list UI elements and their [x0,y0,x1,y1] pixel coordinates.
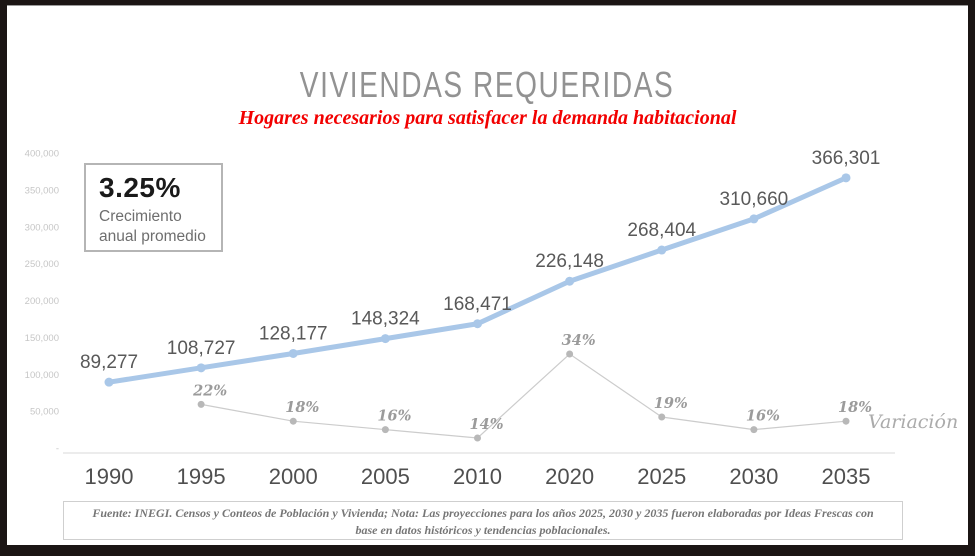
data-point-label: 128,177 [259,323,328,344]
x-axis-label: 2025 [637,464,686,489]
variation-point [750,426,758,434]
x-axis-label: 2020 [545,464,594,489]
y-axis-tick-label: 50,000 [30,407,59,418]
variation-point [381,426,389,434]
data-point-label: 366,301 [812,148,881,169]
data-point [841,173,851,183]
variation-point-label: 18% [838,399,872,416]
data-point-label: 89,277 [80,352,138,373]
data-point [473,319,482,329]
data-point [196,363,206,373]
variation-point-label: 22% [192,382,227,399]
page-title-text: VIVIENDAS REQUERIDAS [300,64,675,105]
growth-rate-label-line2: anual promedio [99,227,206,245]
legend-variacion-label: Variación [868,411,958,433]
source-note-box: Fuente: INEGI. Censos y Conteos de Pobla… [63,501,903,540]
slide-canvas: VIVIENDAS REQUERIDAS Hogares necesarios … [7,5,968,545]
source-note-text: Fuente: INEGI. Censos y Conteos de Pobla… [92,506,874,537]
variation-point [197,400,205,408]
page-title: VIVIENDAS REQUERIDAS [7,64,968,106]
x-axis-label: 1995 [177,464,226,489]
y-axis-tick-label: 150,000 [25,333,59,344]
data-point-label: 168,471 [443,294,512,315]
growth-rate-callout: 3.25% Crecimiento anual promedio [84,163,223,252]
y-axis-tick-label: 250,000 [25,259,59,270]
y-axis-tick-label: 200,000 [25,296,59,307]
data-point [380,334,390,344]
data-point-label: 310,660 [720,189,789,210]
variation-point [474,434,481,442]
y-axis-tick-label: 350,000 [25,185,59,196]
y-axis-tick-label: 400,000 [25,149,59,160]
data-point-label: 226,148 [535,251,604,272]
variation-point-label: 14% [470,416,504,433]
variation-point-label: 34% [562,332,596,349]
data-point [749,214,759,224]
y-axis-tick-label: - [56,444,59,455]
x-axis-label: 2010 [453,464,502,489]
page-subtitle: Hogares necesarios para satisfacer la de… [238,107,737,129]
data-point-label: 268,404 [627,220,696,241]
x-axis-label: 2000 [269,464,318,489]
data-point [657,245,667,255]
growth-rate-label: Crecimiento anual promedio [99,207,221,247]
data-point-label: 108,727 [167,338,236,359]
growth-rate-label-line1: Crecimiento [99,208,182,225]
variation-point-label: 18% [285,399,319,416]
variation-series-line [201,353,847,439]
variation-point-label: 19% [654,395,688,412]
x-axis-label: 1990 [85,464,134,489]
growth-rate-value: 3.25% [99,172,181,203]
data-point [288,348,298,358]
variation-point-label: 16% [746,408,780,425]
variation-point-label: 16% [377,408,411,425]
data-point [565,276,575,286]
x-axis-label: 2035 [822,464,871,489]
y-axis-tick-label: 300,000 [25,222,59,233]
variation-point [842,417,850,425]
data-point-label: 148,324 [351,309,420,330]
y-axis-tick-label: 100,000 [25,370,59,381]
data-point [104,377,114,387]
variation-point [289,417,297,425]
variation-point [566,350,574,358]
chart-canvas: 400,000 350,000 300,000 250,000 200,000 150,0… [25,148,959,489]
x-axis-label: 2030 [729,464,778,489]
variation-point [658,413,666,421]
x-axis-label: 2005 [361,464,410,489]
